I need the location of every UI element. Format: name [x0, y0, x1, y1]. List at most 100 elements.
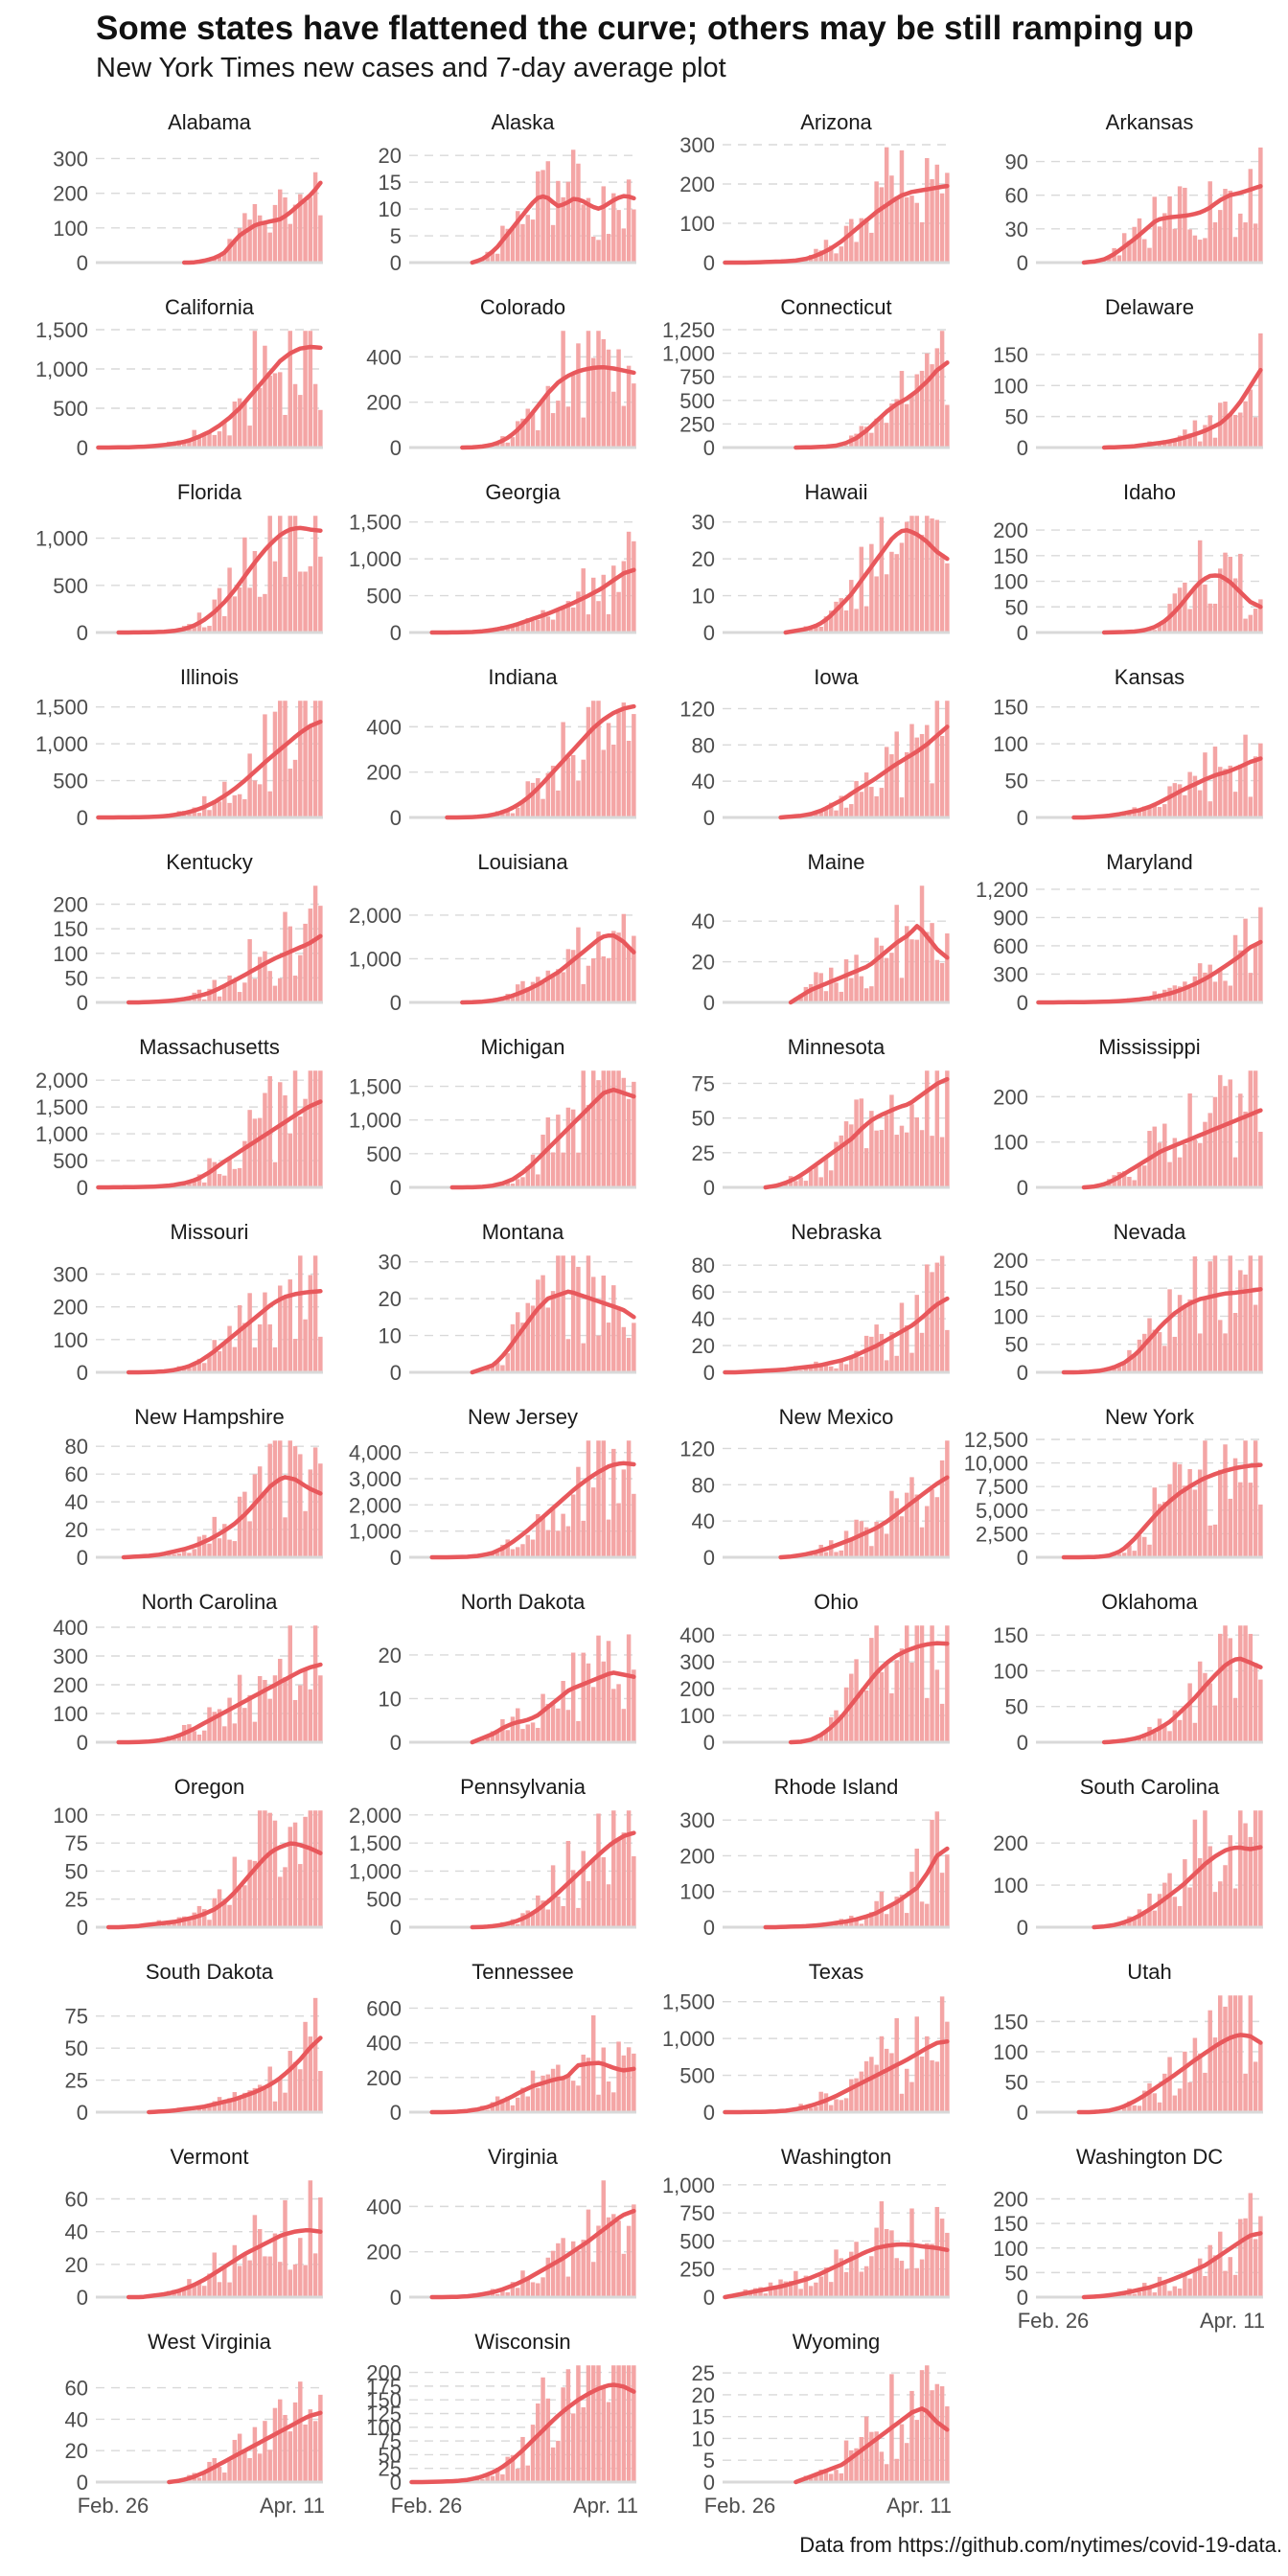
daily-case-bar — [237, 1305, 242, 1372]
daily-case-bar — [288, 1625, 292, 1742]
daily-case-bar — [510, 2454, 516, 2482]
y-tick-label: 100 — [993, 570, 1028, 594]
daily-case-bar — [576, 343, 581, 448]
daily-case-bar — [1147, 2082, 1152, 2112]
y-tick-label: 100 — [53, 217, 88, 241]
daily-case-bar — [611, 1285, 616, 1372]
daily-case-bar — [1162, 804, 1167, 817]
daily-case-bar — [1137, 218, 1142, 263]
daily-case-bar — [621, 561, 627, 632]
daily-case-bar — [1203, 1810, 1208, 1927]
daily-case-bar — [925, 1506, 930, 1557]
y-tick-label: 0 — [390, 1546, 402, 1570]
daily-case-bar — [1137, 1535, 1142, 1557]
daily-case-bar — [919, 1332, 925, 1372]
daily-case-bar — [222, 1524, 227, 1557]
daily-case-bar — [803, 2275, 809, 2297]
y-tick-label: 50 — [65, 2036, 88, 2060]
daily-case-bar — [1183, 2051, 1187, 2112]
daily-case-bar — [934, 164, 940, 263]
daily-case-bar — [879, 2201, 885, 2297]
daily-case-bar — [934, 1262, 940, 1372]
daily-case-bar — [485, 2472, 490, 2482]
daily-case-bar — [318, 556, 323, 632]
daily-case-bar — [1203, 1121, 1208, 1187]
daily-case-bar — [596, 601, 601, 632]
daily-case-bar — [278, 1285, 283, 1372]
daily-case-bar — [312, 1070, 318, 1187]
daily-case-bar — [1183, 1143, 1187, 1187]
daily-case-bar — [1228, 765, 1232, 817]
y-tick-label: 5 — [390, 224, 402, 248]
daily-case-bar — [196, 1358, 202, 1372]
daily-case-bar — [586, 2058, 591, 2112]
y-tick-label: 150 — [993, 343, 1028, 367]
daily-case-bar — [925, 353, 930, 448]
daily-case-bar — [849, 978, 854, 1002]
daily-case-bar — [814, 2106, 818, 2112]
daily-case-bar — [939, 193, 945, 263]
daily-case-bar — [606, 349, 611, 448]
y-tick-label: 60 — [692, 1280, 715, 1304]
daily-case-bar — [606, 1519, 611, 1557]
daily-case-bar — [561, 331, 565, 448]
daily-case-bar — [207, 2273, 212, 2297]
y-tick-label: 30 — [379, 1251, 402, 1275]
daily-case-bar — [894, 1498, 899, 1557]
daily-case-bar — [550, 1291, 556, 1372]
daily-case-bar — [1258, 599, 1263, 632]
daily-case-bar — [945, 933, 950, 1002]
daily-case-bar — [283, 1517, 288, 1557]
daily-case-bar — [601, 955, 606, 1002]
daily-case-bar — [263, 222, 267, 263]
daily-case-bar — [570, 374, 576, 448]
daily-case-bar — [176, 1734, 182, 1742]
daily-case-bar — [545, 1530, 551, 1557]
daily-case-bar — [783, 2281, 789, 2297]
y-tick-label: 50 — [1005, 405, 1028, 429]
daily-case-bar — [611, 391, 616, 448]
y-tick-label: 1,000 — [35, 1122, 88, 1146]
daily-case-bar — [863, 1915, 869, 1927]
y-tick-label: 1,500 — [35, 318, 88, 342]
daily-case-bar — [930, 1489, 934, 1557]
daily-case-bar — [818, 1734, 823, 1742]
daily-case-bar — [187, 1920, 192, 1927]
seven-day-average-line — [1076, 2033, 1263, 2115]
daily-case-bar — [202, 1730, 207, 1742]
daily-case-bar — [884, 2048, 889, 2112]
daily-case-bar — [520, 801, 525, 817]
daily-case-bar — [1258, 147, 1263, 263]
daily-case-bar — [1258, 2042, 1263, 2112]
daily-case-bar — [939, 553, 945, 632]
daily-case-bar — [601, 186, 606, 263]
daily-case-bar — [859, 1098, 864, 1187]
daily-case-bar — [1218, 1469, 1223, 1557]
daily-case-bar — [1147, 808, 1152, 817]
daily-case-bar — [267, 2256, 272, 2297]
daily-case-bar — [242, 2092, 247, 2112]
daily-case-bar — [621, 1469, 627, 1557]
daily-case-bar — [520, 2087, 525, 2112]
daily-case-bar — [1223, 402, 1228, 448]
daily-case-bar — [606, 957, 611, 1002]
daily-case-bar — [616, 2220, 621, 2297]
daily-case-bar — [237, 992, 242, 1002]
daily-case-bar — [849, 218, 854, 263]
daily-case-bar — [187, 1368, 192, 1372]
daily-case-bar — [914, 1116, 919, 1187]
y-tick-label: 25 — [65, 2069, 88, 2093]
x-tick-label: Feb. 26 — [78, 2494, 150, 2518]
daily-case-bar — [1248, 973, 1254, 1002]
seven-day-average-line — [788, 1641, 950, 1745]
daily-case-bar — [581, 1851, 586, 1927]
panel-title: Hawaii — [804, 480, 867, 504]
seven-day-average-line — [96, 719, 323, 820]
seven-day-average-line — [429, 1460, 636, 1560]
daily-case-bar — [581, 204, 586, 263]
daily-case-bar — [570, 1109, 576, 1187]
daily-case-bar — [540, 983, 545, 1002]
y-tick-label: 600 — [993, 934, 1028, 958]
